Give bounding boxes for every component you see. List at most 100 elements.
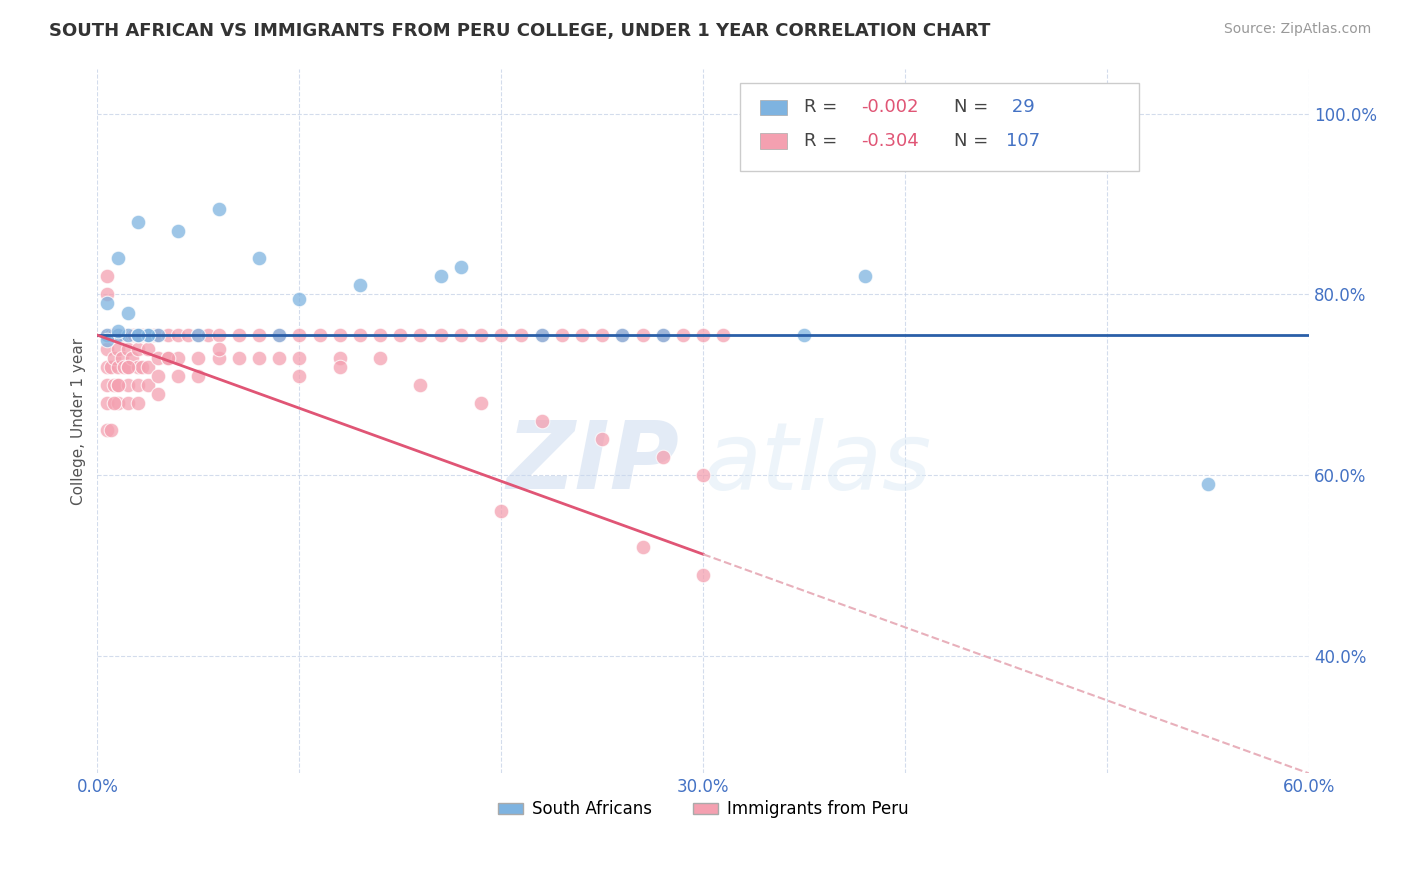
Point: [612, 328, 634, 343]
Point: [551, 328, 574, 343]
Point: [96, 396, 118, 410]
Point: [96, 328, 118, 343]
Point: [127, 328, 149, 343]
Point: [117, 328, 139, 343]
Point: [167, 351, 190, 365]
Point: [591, 432, 613, 446]
Point: [107, 396, 129, 410]
Point: [96, 287, 118, 301]
Text: N =: N =: [955, 98, 994, 116]
Point: [96, 328, 118, 343]
Text: Source: ZipAtlas.com: Source: ZipAtlas.com: [1223, 22, 1371, 37]
Text: R =: R =: [804, 98, 842, 116]
Point: [651, 328, 673, 343]
Point: [110, 328, 132, 343]
Point: [117, 328, 139, 343]
Point: [107, 328, 129, 343]
Point: [651, 328, 673, 343]
Point: [100, 328, 122, 343]
Point: [288, 368, 311, 383]
Point: [591, 328, 613, 343]
Point: [121, 328, 143, 343]
Point: [167, 224, 190, 238]
Point: [207, 351, 229, 365]
Point: [107, 377, 129, 392]
Point: [1197, 477, 1219, 491]
Point: [136, 328, 159, 343]
Point: [117, 342, 139, 356]
Point: [127, 377, 149, 392]
Point: [127, 215, 149, 229]
Point: [146, 387, 169, 401]
Point: [107, 324, 129, 338]
Point: [187, 351, 209, 365]
Text: atlas: atlas: [703, 417, 931, 508]
Point: [136, 359, 159, 374]
Text: N =: N =: [955, 132, 994, 150]
Point: [136, 328, 159, 343]
Text: SOUTH AFRICAN VS IMMIGRANTS FROM PERU COLLEGE, UNDER 1 YEAR CORRELATION CHART: SOUTH AFRICAN VS IMMIGRANTS FROM PERU CO…: [49, 22, 991, 40]
Point: [450, 260, 472, 275]
Point: [117, 305, 139, 319]
Point: [131, 328, 153, 343]
Point: [117, 396, 139, 410]
Point: [247, 328, 270, 343]
Point: [100, 423, 122, 437]
Point: [491, 328, 513, 343]
Point: [349, 278, 371, 293]
Text: 29: 29: [1007, 98, 1035, 116]
Point: [409, 328, 432, 343]
Text: -0.304: -0.304: [860, 132, 918, 150]
Point: [96, 269, 118, 284]
Point: [530, 328, 553, 343]
Legend: South Africans, Immigrants from Peru: South Africans, Immigrants from Peru: [492, 794, 915, 825]
Point: [157, 351, 180, 365]
Point: [103, 377, 125, 392]
Point: [136, 328, 159, 343]
Point: [122, 328, 145, 343]
Point: [110, 351, 132, 365]
Point: [571, 328, 593, 343]
Point: [103, 328, 125, 343]
Point: [127, 396, 149, 410]
Point: [793, 328, 815, 343]
Point: [167, 368, 190, 383]
Point: [107, 359, 129, 374]
Point: [329, 328, 352, 343]
Point: [117, 377, 139, 392]
Text: -0.002: -0.002: [860, 98, 918, 116]
Point: [207, 202, 229, 216]
Point: [672, 328, 695, 343]
Point: [127, 328, 149, 343]
Point: [187, 328, 209, 343]
Point: [96, 423, 118, 437]
Point: [349, 328, 371, 343]
Point: [136, 342, 159, 356]
Text: 107: 107: [1007, 132, 1040, 150]
Point: [103, 351, 125, 365]
Point: [692, 567, 714, 582]
Point: [96, 342, 118, 356]
Point: [103, 396, 125, 410]
Point: [612, 328, 634, 343]
Point: [177, 328, 200, 343]
Point: [127, 328, 149, 343]
Point: [131, 359, 153, 374]
Point: [713, 328, 735, 343]
Point: [470, 328, 492, 343]
Point: [247, 351, 270, 365]
Point: [100, 359, 122, 374]
Point: [269, 328, 291, 343]
Point: [368, 328, 391, 343]
FancyBboxPatch shape: [761, 100, 787, 115]
FancyBboxPatch shape: [740, 83, 1139, 170]
Point: [127, 328, 149, 343]
Point: [450, 328, 472, 343]
Point: [146, 351, 169, 365]
Point: [146, 368, 169, 383]
Point: [409, 377, 432, 392]
Point: [631, 541, 654, 555]
Point: [692, 328, 714, 343]
Point: [329, 359, 352, 374]
Point: [288, 292, 311, 306]
